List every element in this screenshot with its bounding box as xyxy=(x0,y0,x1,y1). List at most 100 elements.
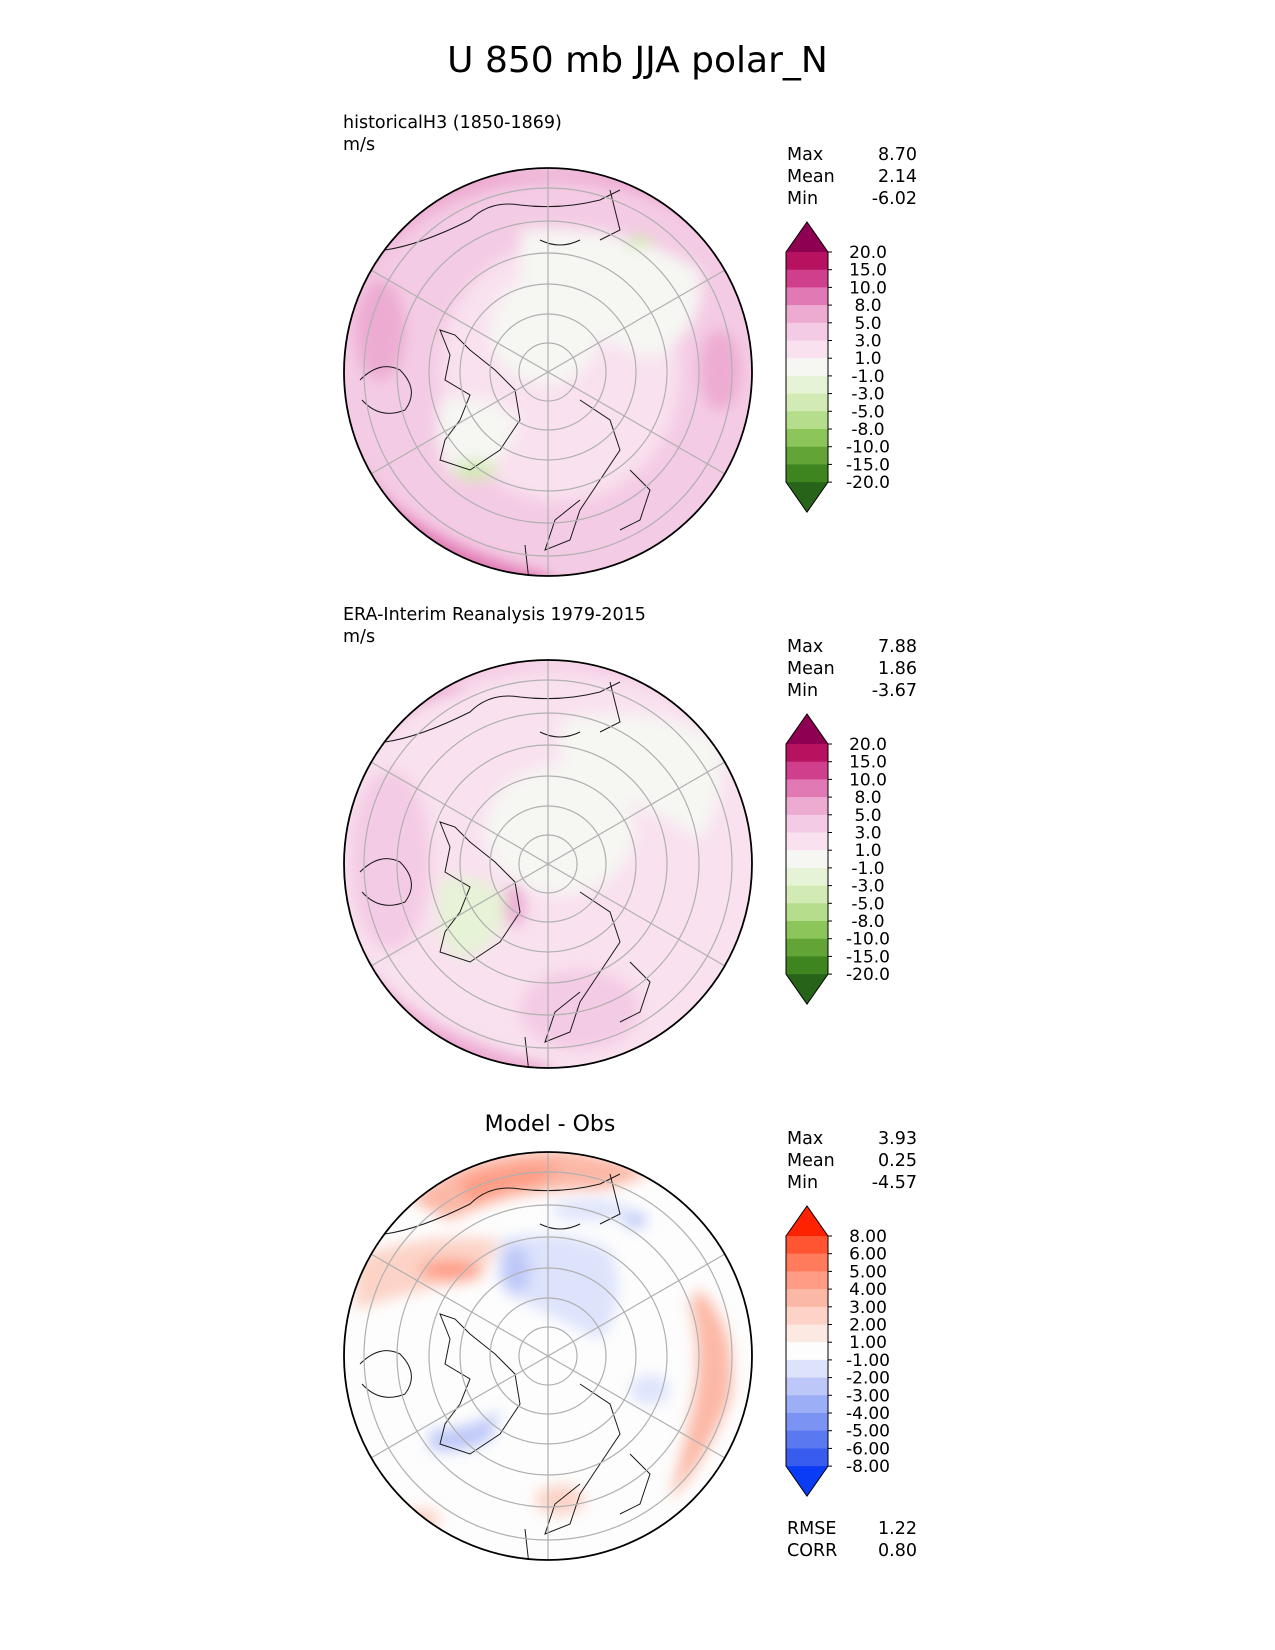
graticule xyxy=(363,660,733,1068)
colorbar-tick-label: 1.0 xyxy=(854,349,881,369)
colorbar-panel-1: 20.015.010.08.05.03.01.0-1.0-3.0-5.0-8.0… xyxy=(785,221,890,513)
colorbar-tick-label: -8.0 xyxy=(851,912,884,932)
colorbar-segment xyxy=(786,1236,828,1255)
figure-title: U 850 mb JJA polar_N xyxy=(447,40,828,81)
colorbar-tick-label: -5.00 xyxy=(846,1422,890,1442)
colorbar-tick-label: 1.0 xyxy=(854,841,881,861)
colorbar-segment xyxy=(786,322,828,342)
colorbar-segment xyxy=(786,358,828,377)
stat-min: Min -6.02 xyxy=(787,189,917,209)
stat-max: Max 3.93 xyxy=(787,1129,917,1149)
stat-min: Min -3.67 xyxy=(787,681,917,701)
colorbar-extend-min xyxy=(786,1466,828,1497)
colorbar-segment xyxy=(786,446,828,465)
colorbar-segment xyxy=(786,956,828,975)
colorbar-segment xyxy=(786,305,828,324)
panel-2-units: m/s xyxy=(343,627,376,647)
colorbar-segment xyxy=(786,903,828,922)
colorbar-tick-label: -20.0 xyxy=(846,965,890,985)
colorbar-segment xyxy=(786,429,828,448)
panel-2-stats: Max 7.88 Mean 1.86 Min -3.67 xyxy=(787,636,917,702)
stat-mean: Mean 0.25 xyxy=(787,1151,917,1171)
colorbar-tick-label: -15.0 xyxy=(846,947,890,967)
map-1-field xyxy=(344,168,752,576)
colorbar-tick-label: 8.00 xyxy=(849,1227,887,1247)
colorbar-segment xyxy=(786,1253,828,1272)
colorbar-tick-label: 6.00 xyxy=(849,1245,887,1265)
colorbar-segment xyxy=(786,393,828,412)
colorbar-tick-label: -4.00 xyxy=(846,1404,890,1424)
stat-rmse: RMSE 1.22 xyxy=(787,1519,917,1539)
stat-max: Max 8.70 xyxy=(787,145,917,165)
colorbar-segment xyxy=(786,252,828,271)
colorbar-tick-label: 8.0 xyxy=(854,296,881,316)
colorbar-panel-3: 8.006.005.004.003.002.001.00-1.00-2.00-3… xyxy=(785,1205,890,1497)
colorbar-segment xyxy=(786,1448,828,1467)
colorbar-tick-label: 1.00 xyxy=(849,1333,887,1353)
colorbar-segment xyxy=(786,340,828,359)
coastlines xyxy=(359,189,651,576)
panel-1-dataset-name: historicalH3 (1850-1869) xyxy=(343,113,562,133)
colorbar-tick-label: -20.0 xyxy=(846,473,890,493)
colorbar-segment xyxy=(786,850,828,869)
colorbar-segment xyxy=(786,269,828,288)
colorbar-panel-2: 20.015.010.08.05.03.01.0-1.0-3.0-5.0-8.0… xyxy=(785,713,890,1005)
colorbar-segment xyxy=(786,464,828,483)
map-panel-1 xyxy=(343,167,753,577)
colorbar-segment xyxy=(786,287,828,306)
colorbar-segment xyxy=(786,1271,828,1290)
colorbar-extend-max xyxy=(786,714,828,744)
colorbar-extend-min xyxy=(786,974,828,1005)
colorbar-segment xyxy=(786,1377,828,1396)
stat-mean: Mean 2.14 xyxy=(787,167,917,187)
graticule xyxy=(363,168,733,576)
colorbar-tick-label: -8.0 xyxy=(851,420,884,440)
colorbar-tick-label: -5.0 xyxy=(851,894,884,914)
panel-3-title: Model - Obs xyxy=(484,1112,616,1137)
coastlines xyxy=(359,681,651,1068)
colorbar-segment xyxy=(786,814,828,834)
panel-2-dataset-name: ERA-Interim Reanalysis 1979-2015 xyxy=(343,605,646,625)
colorbar-tick-label: 3.0 xyxy=(854,824,881,844)
colorbar-segment xyxy=(786,1430,828,1449)
colorbar-tick-label: -1.0 xyxy=(851,859,884,879)
map-1-border xyxy=(343,167,753,577)
colorbar-tick-label: -10.0 xyxy=(846,438,890,458)
panel-1-label: historicalH3 (1850-1869) m/s xyxy=(343,112,562,156)
colorbar-tick-label: 15.0 xyxy=(849,753,887,773)
colorbar-tick-label: -3.0 xyxy=(851,877,884,897)
colorbar-segment xyxy=(786,797,828,816)
colorbar-tick-label: -15.0 xyxy=(846,455,890,475)
coastlines xyxy=(359,1173,651,1560)
colorbar-tick-label: 3.0 xyxy=(854,332,881,352)
panel-3-stats: Max 3.93 Mean 0.25 Min -4.57 xyxy=(787,1128,917,1194)
colorbar-tick-label: 2.00 xyxy=(849,1316,887,1336)
colorbar-tick-label: -3.0 xyxy=(851,385,884,405)
colorbar-segment xyxy=(786,832,828,851)
panel-1-units: m/s xyxy=(343,135,376,155)
colorbar-tick-label: 15.0 xyxy=(849,261,887,281)
colorbar-tick-label: 20.0 xyxy=(849,243,887,263)
colorbar-segment xyxy=(786,1289,828,1308)
stat-min: Min -4.57 xyxy=(787,1173,917,1193)
map-2-field xyxy=(344,660,752,1068)
colorbar-segment xyxy=(786,885,828,904)
colorbar-tick-label: -8.00 xyxy=(846,1457,890,1477)
colorbar-tick-label: 4.00 xyxy=(849,1280,887,1300)
panel-1-stats: Max 8.70 Mean 2.14 Min -6.02 xyxy=(787,144,917,210)
colorbar-segment xyxy=(786,938,828,957)
colorbar-segment xyxy=(786,1413,828,1432)
colorbar-tick-label: -1.0 xyxy=(851,367,884,387)
colorbar-tick-label: 3.00 xyxy=(849,1298,887,1318)
colorbar-tick-label: -6.00 xyxy=(846,1439,890,1459)
map-3-border xyxy=(343,1151,753,1561)
colorbar-segment xyxy=(786,779,828,798)
colorbar-tick-label: -1.00 xyxy=(846,1351,890,1371)
colorbar-tick-label: 10.0 xyxy=(849,278,887,298)
colorbar-segment xyxy=(786,1306,828,1326)
stat-mean: Mean 1.86 xyxy=(787,659,917,679)
colorbar-segment xyxy=(786,375,828,395)
colorbar-tick-label: 8.0 xyxy=(854,788,881,808)
graticule xyxy=(363,1152,733,1560)
